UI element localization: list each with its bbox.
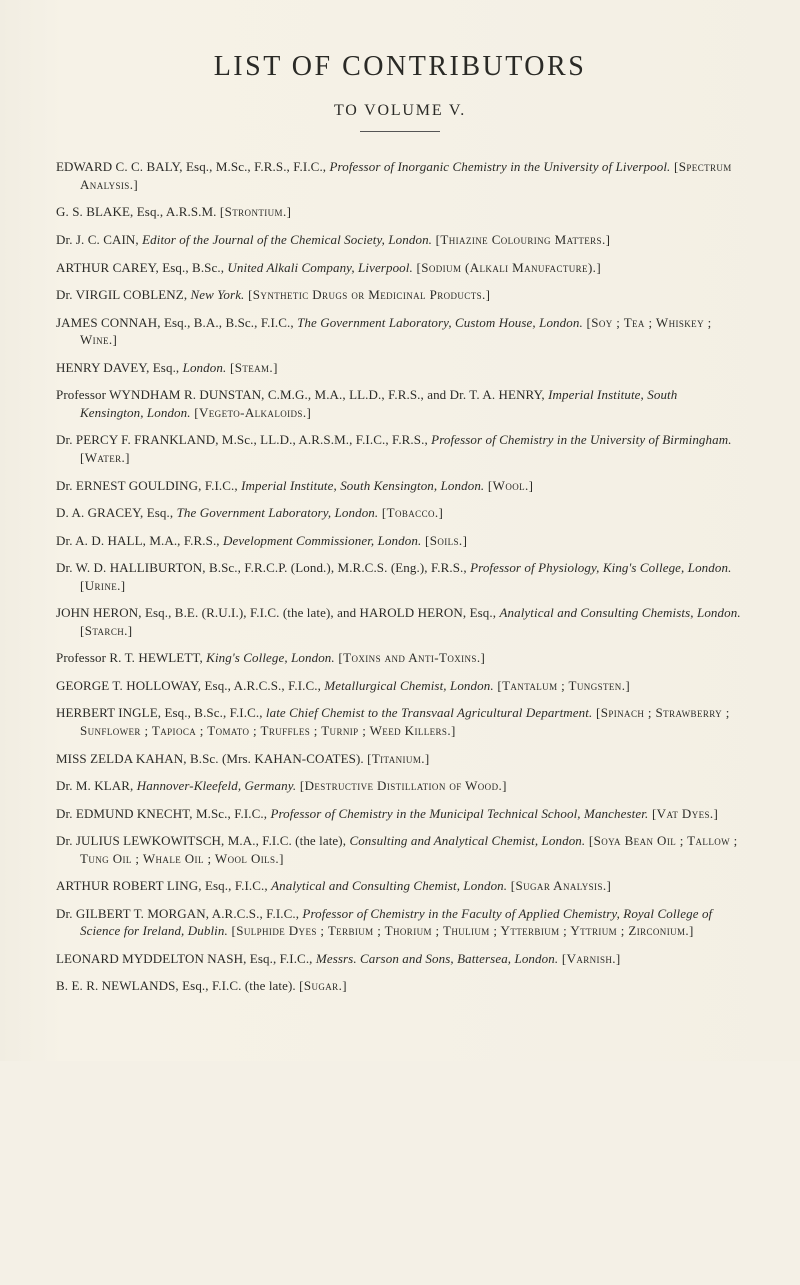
- contributor-topics: [Wool.]: [484, 478, 533, 493]
- contributor-entry: MISS ZELDA KAHAN, B.Sc. (Mrs. KAHAN-COAT…: [56, 750, 744, 768]
- page-title: LIST OF CONTRIBUTORS: [56, 48, 744, 86]
- contributor-role: New York.: [191, 287, 245, 302]
- contributor-name: Dr. W. D. HALLIBURTON, B.Sc., F.R.C.P. (…: [56, 560, 470, 575]
- contributor-topics: [Vat Dyes.]: [648, 806, 718, 821]
- contributor-topics: [Varnish.]: [558, 951, 620, 966]
- contributor-entry: ARTHUR ROBERT LING, Esq., F.I.C., Analyt…: [56, 877, 744, 895]
- contributor-name: Professor WYNDHAM R. DUNSTAN, C.M.G., M.…: [56, 387, 548, 402]
- contributor-role: London.: [183, 360, 227, 375]
- contributor-entry: LEONARD MYDDELTON NASH, Esq., F.I.C., Me…: [56, 950, 744, 968]
- contributor-name: HERBERT INGLE, Esq., B.Sc., F.I.C.,: [56, 705, 266, 720]
- contributor-topics: [Soils.]: [421, 533, 467, 548]
- contributor-entry: Dr. A. D. HALL, M.A., F.R.S., Developmen…: [56, 532, 744, 550]
- contributor-name: Dr. EDMUND KNECHT, M.Sc., F.I.C.,: [56, 806, 270, 821]
- contributor-topics: [Tantalum ; Tungsten.]: [494, 678, 630, 693]
- contributor-entry: G. S. BLAKE, Esq., A.R.S.M. [Strontium.]: [56, 203, 744, 221]
- contributor-role: Messrs. Carson and Sons, Battersea, Lond…: [316, 951, 558, 966]
- contributor-name: Professor R. T. HEWLETT,: [56, 650, 206, 665]
- contributor-entry: B. E. R. NEWLANDS, Esq., F.I.C. (the lat…: [56, 977, 744, 995]
- contributor-role: late Chief Chemist to the Transvaal Agri…: [266, 705, 592, 720]
- contributor-topics: [Vegeto-Alkaloids.]: [191, 405, 312, 420]
- contributor-name: ARTHUR ROBERT LING, Esq., F.I.C.,: [56, 878, 271, 893]
- contributor-role: Analytical and Consulting Chemist, Londo…: [271, 878, 507, 893]
- contributor-entry: Dr. W. D. HALLIBURTON, B.Sc., F.R.C.P. (…: [56, 559, 744, 594]
- contributor-topics: [Sulphide Dyes ; Terbium ; Thorium ; Thu…: [228, 923, 694, 938]
- contributor-entry: Dr. J. C. CAIN, Editor of the Journal of…: [56, 231, 744, 249]
- contributor-topics: [Thiazine Colouring Matters.]: [432, 232, 610, 247]
- contributor-role: Professor of Chemistry in the Municipal …: [270, 806, 648, 821]
- contributor-entry: Dr. JULIUS LEWKOWITSCH, M.A., F.I.C. (th…: [56, 832, 744, 867]
- contributor-role: King's College, London.: [206, 650, 335, 665]
- contributor-name: MISS ZELDA KAHAN, B.Sc. (Mrs. KAHAN-COAT…: [56, 751, 367, 766]
- contributor-name: D. A. GRACEY, Esq.,: [56, 505, 177, 520]
- contributor-role: Professor of Inorganic Chemistry in the …: [330, 159, 671, 174]
- contributor-topics: [Tobacco.]: [378, 505, 443, 520]
- contributor-name: Dr. PERCY F. FRANKLAND, M.Sc., LL.D., A.…: [56, 432, 431, 447]
- contributor-name: EDWARD C. C. BALY, Esq., M.Sc., F.R.S., …: [56, 159, 330, 174]
- contributor-role: Metallurgical Chemist, London.: [324, 678, 493, 693]
- contributor-entry: Dr. VIRGIL COBLENZ, New York. [Synthetic…: [56, 286, 744, 304]
- contributor-role: Editor of the Journal of the Chemical So…: [142, 232, 432, 247]
- page-subtitle: TO VOLUME V.: [56, 100, 744, 122]
- contributor-name: Dr. JULIUS LEWKOWITSCH, M.A., F.I.C. (th…: [56, 833, 349, 848]
- contributor-name: B. E. R. NEWLANDS, Esq., F.I.C. (the lat…: [56, 978, 299, 993]
- contributor-entry: Dr. GILBERT T. MORGAN, A.R.C.S., F.I.C.,…: [56, 905, 744, 940]
- contributor-entry: Dr. ERNEST GOULDING, F.I.C., Imperial In…: [56, 477, 744, 495]
- contributor-entry: ARTHUR CAREY, Esq., B.Sc., United Alkali…: [56, 259, 744, 277]
- contributor-role: Hannover-Kleefeld, Germany.: [137, 778, 296, 793]
- contributor-name: ARTHUR CAREY, Esq., B.Sc.,: [56, 260, 227, 275]
- contributor-entry: D. A. GRACEY, Esq., The Government Labor…: [56, 504, 744, 522]
- contributor-name: GEORGE T. HOLLOWAY, Esq., A.R.C.S., F.I.…: [56, 678, 324, 693]
- contributor-name: JOHN HERON, Esq., B.E. (R.U.I.), F.I.C. …: [56, 605, 499, 620]
- contributor-role: Professor of Physiology, King's College,…: [470, 560, 731, 575]
- contributor-name: LEONARD MYDDELTON NASH, Esq., F.I.C.,: [56, 951, 316, 966]
- contributor-topics: [Urine.]: [80, 578, 126, 593]
- contributor-topics: [Sugar Analysis.]: [507, 878, 611, 893]
- contributor-topics: [Destructive Distillation of Wood.]: [296, 778, 507, 793]
- contributor-entry: Professor R. T. HEWLETT, King's College,…: [56, 649, 744, 667]
- contributor-topics: [Starch.]: [80, 623, 133, 638]
- contributor-role: Consulting and Analytical Chemist, Londo…: [349, 833, 585, 848]
- contributor-topics: [Water.]: [80, 450, 130, 465]
- contributor-name: G. S. BLAKE, Esq., A.R.S.M.: [56, 204, 220, 219]
- contributor-entry: HERBERT INGLE, Esq., B.Sc., F.I.C., late…: [56, 704, 744, 739]
- contributor-entry: Dr. EDMUND KNECHT, M.Sc., F.I.C., Profes…: [56, 805, 744, 823]
- contributor-role: The Government Laboratory, London.: [177, 505, 379, 520]
- contributor-name: JAMES CONNAH, Esq., B.A., B.Sc., F.I.C.,: [56, 315, 297, 330]
- contributor-topics: [Steam.]: [226, 360, 278, 375]
- contributor-name: Dr. J. C. CAIN,: [56, 232, 142, 247]
- contributor-entry: HENRY DAVEY, Esq., London. [Steam.]: [56, 359, 744, 377]
- contributor-name: HENRY DAVEY, Esq.,: [56, 360, 183, 375]
- contributor-topics: [Sodium (Alkali Manufacture).]: [413, 260, 601, 275]
- contributor-name: Dr. GILBERT T. MORGAN, A.R.C.S., F.I.C.,: [56, 906, 302, 921]
- contributor-entry: Dr. PERCY F. FRANKLAND, M.Sc., LL.D., A.…: [56, 431, 744, 466]
- contributor-role: The Government Laboratory, Custom House,…: [297, 315, 583, 330]
- contributor-entry: JAMES CONNAH, Esq., B.A., B.Sc., F.I.C.,…: [56, 314, 744, 349]
- contributor-role: Professor of Chemistry in the University…: [431, 432, 731, 447]
- contributor-name: Dr. ERNEST GOULDING, F.I.C.,: [56, 478, 241, 493]
- contributor-role: Analytical and Consulting Chemists, Lond…: [499, 605, 740, 620]
- contributor-topics: [Toxins and Anti-Toxins.]: [335, 650, 485, 665]
- contributor-topics: [Strontium.]: [220, 204, 291, 219]
- contributor-entry: GEORGE T. HOLLOWAY, Esq., A.R.C.S., F.I.…: [56, 677, 744, 695]
- contributor-name: Dr. VIRGIL COBLENZ,: [56, 287, 191, 302]
- contributor-role: Development Commissioner, London.: [223, 533, 421, 548]
- divider: [360, 131, 440, 132]
- contributor-name: Dr. M. KLAR,: [56, 778, 137, 793]
- contributor-topics: [Titanium.]: [367, 751, 430, 766]
- contributor-role: United Alkali Company, Liverpool.: [227, 260, 412, 275]
- contributor-entry: Dr. M. KLAR, Hannover-Kleefeld, Germany.…: [56, 777, 744, 795]
- contributor-topics: [Synthetic Drugs or Medicinal Products.]: [244, 287, 490, 302]
- contributor-entry: JOHN HERON, Esq., B.E. (R.U.I.), F.I.C. …: [56, 604, 744, 639]
- contributor-entry: EDWARD C. C. BALY, Esq., M.Sc., F.R.S., …: [56, 158, 744, 193]
- contributor-entry: Professor WYNDHAM R. DUNSTAN, C.M.G., M.…: [56, 386, 744, 421]
- contributor-topics: [Sugar.]: [299, 978, 347, 993]
- contributor-list: EDWARD C. C. BALY, Esq., M.Sc., F.R.S., …: [56, 158, 744, 995]
- contributor-name: Dr. A. D. HALL, M.A., F.R.S.,: [56, 533, 223, 548]
- contributor-role: Imperial Institute, South Kensington, Lo…: [241, 478, 484, 493]
